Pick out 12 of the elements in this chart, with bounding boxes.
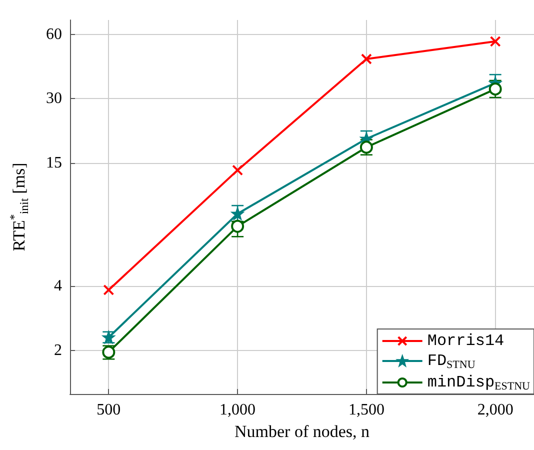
x-tick-label: 1,500 — [348, 402, 384, 418]
x-tick-label: 2,000 — [477, 402, 514, 418]
y-tick-label: 30 — [46, 90, 62, 108]
x-tick-label: 1,000 — [220, 402, 256, 418]
legend-label: Morris14 — [427, 332, 504, 350]
x-tick-label: 500 — [96, 402, 121, 418]
y-tick-label: 2 — [54, 342, 62, 359]
x-axis-title: Number of nodes, n — [234, 422, 370, 441]
y-tick-label: 60 — [46, 26, 62, 43]
y-tick-label: 15 — [46, 154, 62, 172]
y-tick-label: 4 — [54, 277, 62, 294]
y-axis-title: RTE*init [ms] — [7, 162, 31, 252]
